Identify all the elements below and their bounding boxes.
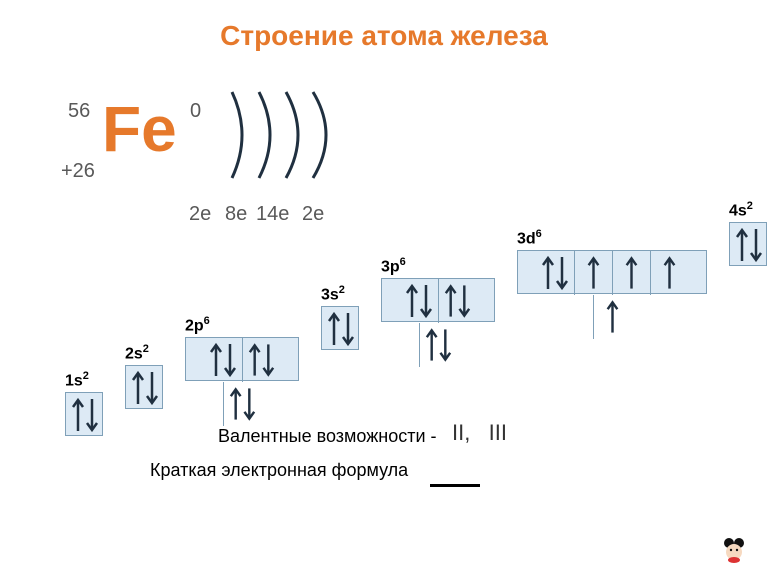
orbital-3s	[321, 306, 359, 350]
orbital-label-3p: 3p6	[381, 256, 406, 276]
orbital-3p	[381, 278, 495, 322]
orbital-4s	[729, 222, 767, 266]
orbital-label-3s: 3s2	[321, 284, 345, 304]
orbital-cell	[730, 223, 768, 267]
orbital-cell	[223, 382, 261, 426]
orbital-cell	[650, 251, 688, 295]
shell-electron-count: 14е	[256, 203, 289, 226]
valence-values: II, III	[452, 420, 507, 446]
mascot-icon	[720, 536, 748, 564]
orbital-label-1s: 1s2	[65, 370, 89, 390]
orbital-cell	[593, 295, 631, 339]
orbital-cell	[204, 338, 242, 382]
shell-electron-count: 8е	[225, 203, 247, 226]
orbital-label-4s: 4s2	[729, 200, 753, 220]
orbital-cell	[400, 279, 438, 323]
orbital-cell	[322, 307, 360, 351]
shell-electron-count: 2е	[189, 203, 211, 226]
orbital-cell	[536, 251, 574, 295]
orbital-cell	[126, 366, 164, 410]
orbital-cell	[66, 393, 104, 437]
orbital-2s	[125, 365, 163, 409]
orbital-1s	[65, 392, 103, 436]
orbital-label-2s: 2s2	[125, 343, 149, 363]
orbital-label-2p: 2p6	[185, 315, 210, 335]
shell-electron-count: 2е	[302, 203, 324, 226]
orbital-cell	[242, 338, 280, 382]
valence-label: Валентные возможности -	[218, 426, 437, 447]
orbital-3d	[517, 250, 707, 294]
orbital-cell	[438, 279, 476, 323]
formula-label: Краткая электронная формула	[150, 460, 408, 481]
orbital-2p	[185, 337, 299, 381]
orbital-cell	[574, 251, 612, 295]
orbital-cell	[612, 251, 650, 295]
orbital-label-3d: 3d6	[517, 228, 542, 248]
formula-underline	[430, 484, 480, 487]
orbital-cell	[419, 323, 457, 367]
